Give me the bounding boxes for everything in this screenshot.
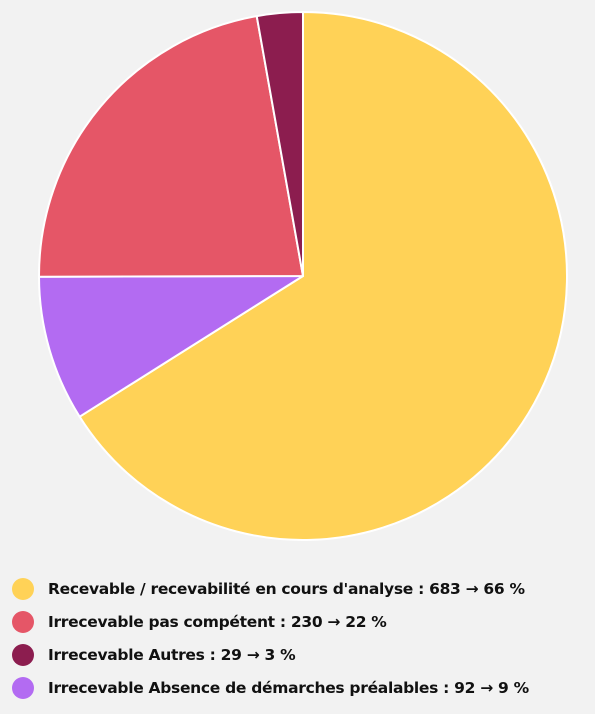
legend-label-irrecevable-autres: Irrecevable Autres : 29 → 3 %: [48, 646, 296, 664]
pie-slices: [37, 11, 568, 541]
legend-label-irrecevable-pas-competent: Irrecevable pas compétent : 230 → 22 %: [48, 613, 387, 631]
legend-label-irrecevable-absence-demarches: Irrecevable Absence de démarches préalab…: [48, 679, 529, 697]
legend-swatch-irrecevable-pas-competent: [12, 611, 34, 633]
legend-swatch-recevable: [12, 578, 34, 600]
legend: Recevable / recevabilité en cours d'anal…: [12, 578, 592, 710]
pie-slice-irrecevable-pas-competent[interactable]: [37, 15, 304, 278]
pie-slice-irrecevable-absence-de-demarches-prealables[interactable]: [38, 275, 304, 418]
legend-item-irrecevable-pas-competent[interactable]: Irrecevable pas compétent : 230 → 22 %: [12, 611, 592, 633]
pie-slice-irrecevable-autres[interactable]: [255, 11, 304, 277]
pie-slice-recevable-recevabilite-en-cours-d-analyse[interactable]: [78, 11, 568, 541]
legend-item-irrecevable-absence-demarches[interactable]: Irrecevable Absence de démarches préalab…: [12, 677, 592, 699]
legend-label-recevable: Recevable / recevabilité en cours d'anal…: [48, 580, 525, 598]
legend-item-recevable[interactable]: Recevable / recevabilité en cours d'anal…: [12, 578, 592, 600]
legend-swatch-irrecevable-absence-demarches: [12, 677, 34, 699]
legend-item-irrecevable-autres[interactable]: Irrecevable Autres : 29 → 3 %: [12, 644, 592, 666]
pie-chart: [37, 11, 568, 541]
legend-swatch-irrecevable-autres: [12, 644, 34, 666]
